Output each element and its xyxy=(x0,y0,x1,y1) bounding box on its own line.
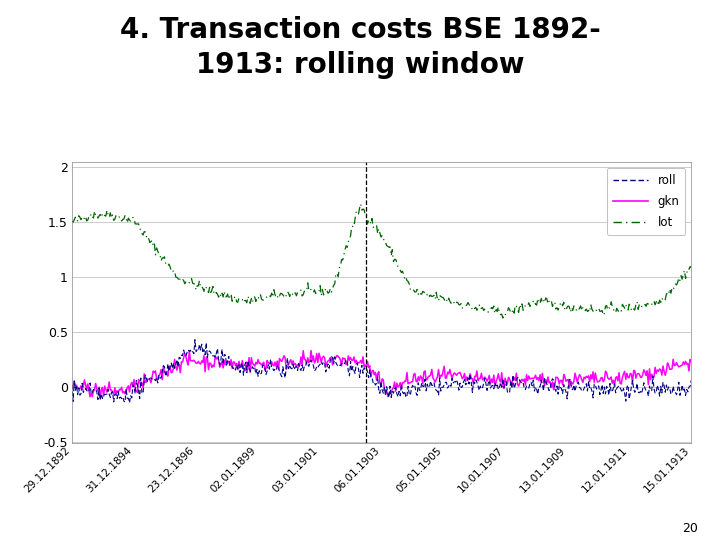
Text: 20: 20 xyxy=(683,522,698,535)
Text: 4. Transaction costs BSE 1892-
1913: rolling window: 4. Transaction costs BSE 1892- 1913: rol… xyxy=(120,16,600,79)
Legend: roll, gkn, lot: roll, gkn, lot xyxy=(607,168,685,235)
